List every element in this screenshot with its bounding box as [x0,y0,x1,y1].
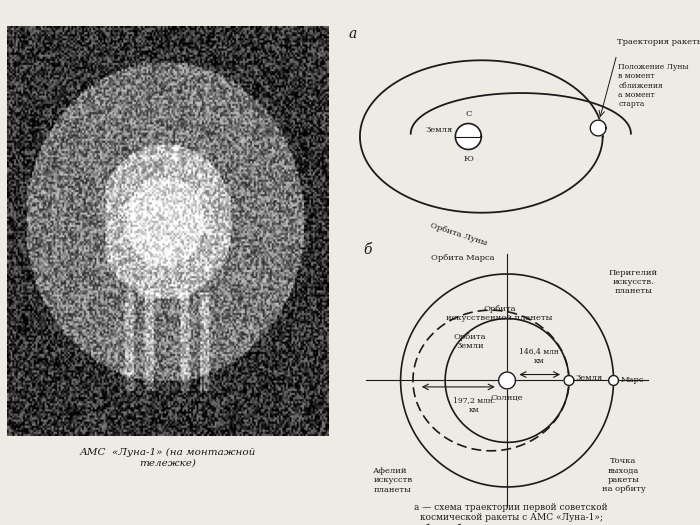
Text: Солнце: Солнце [491,394,524,402]
Text: С: С [465,110,472,119]
Text: Точка
выхода
ракеты
на орбиту: Точка выхода ракеты на орбиту [601,457,645,493]
Text: б: б [363,243,372,257]
Polygon shape [498,372,515,389]
Text: Марс: Марс [620,376,644,384]
Polygon shape [564,375,574,385]
Text: Орбита
Земли: Орбита Земли [454,333,486,351]
Text: АМС  «Луна-1» (на монтажной
тележке): АМС «Луна-1» (на монтажной тележке) [80,448,256,468]
Text: Ю: Ю [463,154,473,163]
Text: Орбита Марса: Орбита Марса [430,254,494,262]
Text: Положение Луны
в момент
сближения
а момент
старта: Положение Луны в момент сближения а моме… [619,63,689,108]
Polygon shape [590,120,606,136]
Polygon shape [455,123,482,150]
Text: Перигелий
искусств.
планеты: Перигелий искусств. планеты [609,269,658,296]
Text: Земля: Земля [426,125,452,134]
Text: Земля: Земля [576,374,603,383]
Text: Афелий
искусств
планеты: Афелий искусств планеты [373,467,412,493]
Text: а: а [349,27,357,41]
Text: Орбита
искусственной планеты: Орбита искусственной планеты [447,305,553,322]
Polygon shape [608,375,619,385]
Text: Орбита Луны: Орбита Луны [429,221,489,247]
Text: Траектория ракеты: Траектория ракеты [617,38,700,46]
Text: 146,4 млн
км: 146,4 млн км [519,348,559,365]
Text: 197,2 млн.
км: 197,2 млн. км [452,396,495,414]
Text: а — схема траектории первой советской
космической ракеты с АМС «Луна-1»;
б — орб: а — схема траектории первой советской ко… [414,503,608,525]
